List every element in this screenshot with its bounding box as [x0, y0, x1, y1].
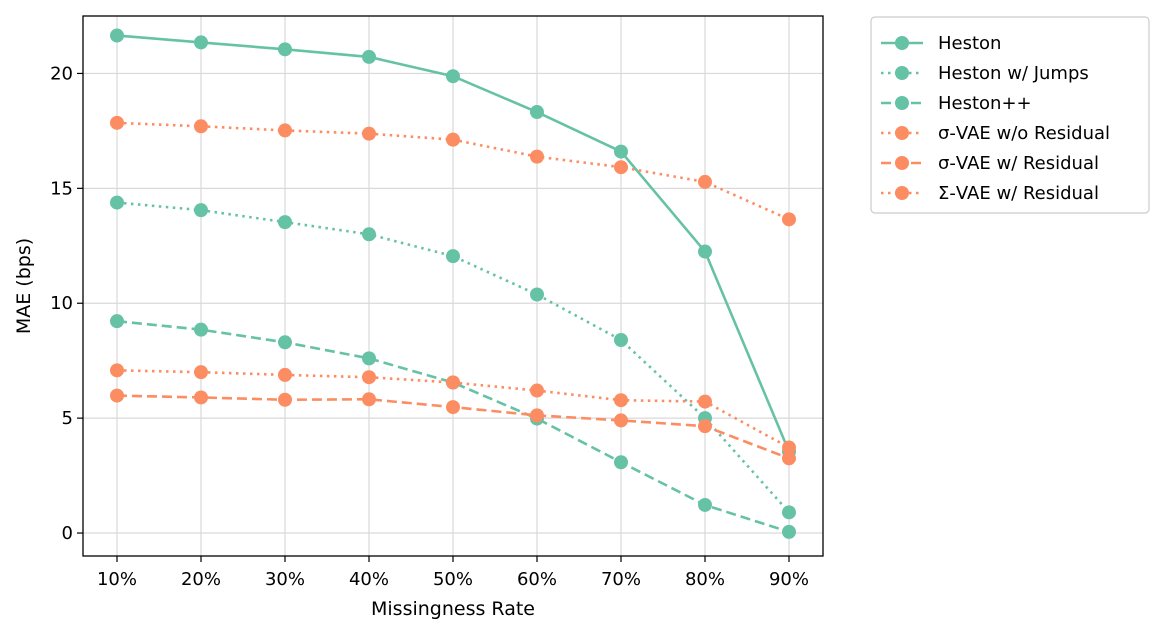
y-axis: 0 5 10 15 20 — [50, 63, 83, 544]
legend-item: Heston++ — [881, 93, 1032, 114]
legend-label: σ-VAE w/o Residual — [938, 123, 1110, 144]
data-point — [446, 249, 460, 264]
data-point — [110, 314, 124, 329]
data-point — [782, 524, 796, 539]
legend-marker — [895, 126, 909, 140]
data-point — [446, 375, 460, 390]
data-point — [614, 413, 628, 428]
series-4 — [110, 388, 796, 466]
data-point — [530, 149, 544, 164]
data-point — [110, 28, 124, 43]
x-tick-label: 30% — [265, 569, 305, 590]
y-axis-label: MAE (bps) — [13, 238, 35, 334]
data-point — [782, 451, 796, 466]
series-1 — [110, 195, 796, 520]
data-point — [362, 392, 376, 407]
data-point — [278, 42, 292, 57]
legend-item: Σ-VAE w/ Residual — [881, 183, 1099, 204]
x-tick-label: 70% — [601, 569, 641, 590]
data-point — [614, 160, 628, 175]
x-axis-label: Missingness Rate — [371, 598, 535, 620]
legend-label: Heston++ — [938, 93, 1032, 114]
data-point — [782, 212, 796, 227]
data-point — [110, 115, 124, 130]
x-tick-label: 50% — [433, 569, 473, 590]
data-point — [446, 400, 460, 415]
data-point — [782, 505, 796, 520]
data-point — [362, 126, 376, 141]
x-tick-label: 90% — [769, 569, 809, 590]
x-tick-label: 20% — [181, 569, 221, 590]
data-point — [194, 365, 208, 380]
data-point — [278, 123, 292, 138]
data-point — [698, 419, 712, 434]
x-tick-label: 40% — [349, 569, 389, 590]
data-point — [194, 322, 208, 337]
series-line — [116, 201, 790, 514]
data-point — [110, 388, 124, 403]
legend-item: σ-VAE w/ Residual — [881, 153, 1099, 174]
legend-item: Heston w/ Jumps — [881, 63, 1089, 84]
data-point — [446, 132, 460, 147]
data-point — [362, 351, 376, 366]
data-point — [698, 497, 712, 512]
data-point — [278, 392, 292, 407]
data-point — [698, 394, 712, 409]
data-point — [614, 455, 628, 470]
y-tick-label: 20 — [50, 63, 73, 84]
y-tick-label: 15 — [50, 178, 73, 199]
x-axis: 10% 20% 30% 40% 50% 60% 70% 80% 90% — [97, 556, 809, 590]
data-point — [110, 195, 124, 210]
data-point — [362, 370, 376, 385]
legend-marker — [895, 96, 909, 110]
series-line — [116, 319, 790, 534]
data-point — [446, 69, 460, 84]
series-2 — [110, 314, 796, 539]
legend-item: σ-VAE w/o Residual — [881, 123, 1110, 144]
y-tick-label: 10 — [50, 293, 73, 314]
data-point — [530, 287, 544, 302]
series-5 — [110, 363, 796, 455]
data-point — [278, 335, 292, 350]
data-point — [194, 203, 208, 218]
legend-label: Σ-VAE w/ Residual — [938, 183, 1099, 204]
data-point — [278, 215, 292, 230]
legend-label: Heston w/ Jumps — [938, 63, 1089, 84]
data-point — [194, 119, 208, 134]
legend-label: σ-VAE w/ Residual — [938, 153, 1099, 174]
legend-box — [870, 16, 1150, 214]
legend-marker — [895, 66, 909, 80]
data-point — [278, 367, 292, 382]
data-point — [698, 244, 712, 259]
data-point — [530, 383, 544, 398]
data-point — [614, 144, 628, 159]
legend-marker — [895, 156, 909, 170]
x-tick-label: 60% — [517, 569, 557, 590]
legend-label: Heston — [938, 33, 1001, 54]
data-point — [362, 49, 376, 64]
series-3 — [110, 115, 796, 227]
data-point — [194, 390, 208, 405]
legend: Heston Heston w/ Jumps Heston++ σ-VAE w/o R… — [870, 16, 1150, 214]
x-tick-label: 10% — [97, 569, 137, 590]
data-point — [362, 227, 376, 242]
legend-item: Heston — [881, 33, 1001, 54]
data-point — [614, 393, 628, 408]
data-point — [530, 408, 544, 423]
data-point — [614, 333, 628, 347]
legend-marker — [895, 36, 909, 50]
data-point — [194, 35, 208, 50]
data-point — [110, 363, 124, 378]
y-tick-label: 0 — [62, 523, 73, 544]
grid — [83, 16, 823, 556]
data-point — [782, 440, 796, 455]
y-tick-label: 5 — [62, 408, 73, 429]
data-point — [530, 105, 544, 120]
x-tick-label: 80% — [685, 569, 725, 590]
legend-marker — [895, 186, 909, 200]
data-point — [698, 174, 712, 189]
series-group — [110, 28, 796, 539]
